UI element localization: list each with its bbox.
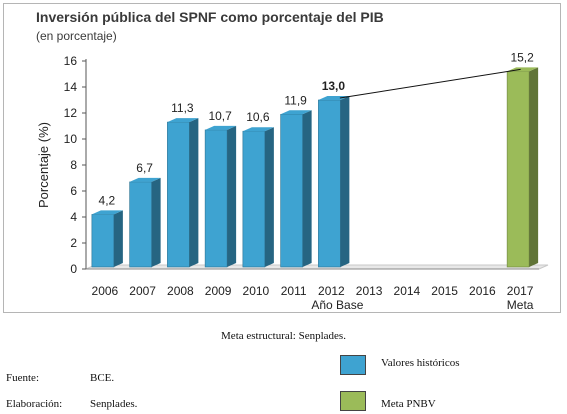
y-tick-label: 8 <box>70 158 77 172</box>
bar-top <box>91 210 123 215</box>
chart-frame: Inversión pública del SPNF como porcenta… <box>3 3 561 313</box>
bar-side <box>529 67 539 268</box>
x-tick-label: 2009 <box>205 284 232 298</box>
y-axis-label: Porcentaje (%) <box>36 122 51 208</box>
bar-side <box>264 127 274 267</box>
bar-top <box>129 177 161 182</box>
x-tick-sublabel: Año Base <box>311 298 363 312</box>
bar-top <box>242 127 274 132</box>
legend-label-historical: Valores históricos <box>381 357 460 369</box>
bar-front <box>129 181 152 268</box>
data-label: 13,0 <box>322 79 346 93</box>
x-tick-label: 2008 <box>167 284 194 298</box>
chart-floor <box>85 264 549 270</box>
y-tick-label: 6 <box>70 184 77 198</box>
bar-front <box>167 121 190 268</box>
bar-front <box>242 130 266 268</box>
bar-side <box>189 118 199 267</box>
x-tick-label: 2013 <box>356 284 383 298</box>
bar-top <box>205 125 237 130</box>
bar-top <box>318 96 350 100</box>
chart-note: Meta estructural: Senplades. <box>221 330 346 342</box>
y-tick-label: 2 <box>70 236 77 250</box>
data-label: 11,3 <box>171 101 194 115</box>
bar-chart: 0 2 4 6 8 10 12 14 16 Porcentaje (%) 2006 2007 2008 2… <box>36 50 549 312</box>
y-tick-label: 14 <box>64 80 78 94</box>
trend-line <box>339 68 521 99</box>
bar-top <box>280 110 312 115</box>
x-tick-label: 2015 <box>431 284 458 298</box>
data-label: 10,6 <box>246 110 270 124</box>
y-tick-label: 0 <box>70 262 77 276</box>
chart-title: Inversión pública del SPNF como porcenta… <box>36 9 384 25</box>
x-tick-label: 2016 <box>469 284 496 298</box>
bar-side <box>340 96 350 267</box>
y-tick-label: 16 <box>64 54 78 68</box>
bar-front <box>280 114 303 268</box>
bar-side <box>302 110 312 267</box>
x-tick-label: 2014 <box>394 284 421 298</box>
source-label: Fuente: <box>6 372 39 384</box>
data-label: 11,9 <box>284 93 307 107</box>
data-label: 4,2 <box>99 193 116 207</box>
legend-label-target: Meta PNBV <box>381 398 436 410</box>
bar-side <box>227 125 237 268</box>
bar-top <box>167 118 199 123</box>
bar-front <box>91 214 115 268</box>
elaboration-value: Senplades. <box>90 398 138 410</box>
data-label: 6,7 <box>136 161 153 175</box>
elaboration-label: Elaboración: <box>6 398 63 410</box>
y-tick-label: 10 <box>64 132 78 146</box>
x-tick-label: 2007 <box>129 284 156 298</box>
bar-front <box>204 129 228 268</box>
x-tick-label: 2006 <box>92 284 119 298</box>
bar-front <box>318 99 341 268</box>
legend-swatch-target <box>340 391 366 411</box>
y-tick-label: 12 <box>64 106 78 120</box>
source-value: BCE. <box>90 372 115 384</box>
bar-side <box>113 210 123 267</box>
y-tick-label: 4 <box>70 210 77 224</box>
x-tick-label: 2012 <box>318 284 345 298</box>
bar-side <box>151 177 161 267</box>
legend-swatch-historical <box>340 355 366 375</box>
data-label: 10,7 <box>208 109 232 123</box>
chart-subtitle: (en porcentaje) <box>36 29 117 43</box>
data-label: 15,2 <box>510 50 534 64</box>
bar-front <box>506 71 530 268</box>
x-tick-label: 2017 <box>507 284 534 298</box>
x-tick-label: 2011 <box>281 284 307 298</box>
x-tick-label: 2010 <box>243 284 270 298</box>
x-tick-sublabel: Meta <box>507 298 534 312</box>
